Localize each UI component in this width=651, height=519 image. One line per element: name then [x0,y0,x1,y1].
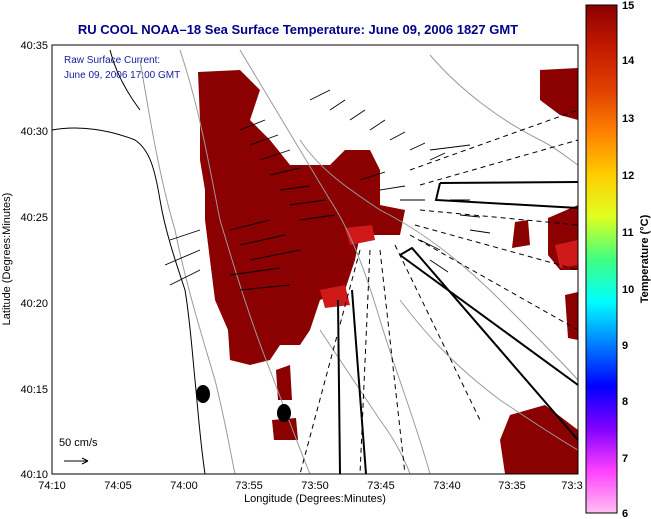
station-marker-1 [196,385,210,403]
scale-arrowhead-icon [81,457,89,465]
legend-current-title: Raw Surface Current: [64,55,160,66]
x-axis-label: Longitude (Degrees:Minutes) [244,493,386,505]
region-boundaries [337,181,579,475]
legend-current-time: June 09, 2006 17:00 GMT [64,70,180,81]
x-tick-label: 74:10 [38,480,66,492]
x-tick-label: 73:40 [433,480,461,492]
colorbar-tick-label: 11 [622,227,634,239]
colorbar-tick-label: 13 [622,113,634,125]
colorbar [585,4,618,514]
scale-label: 50 cm/s [59,437,98,449]
map-panel: Raw Surface Current: June 09, 2006 17:00… [51,44,579,475]
y-axis-ticks: 40:35 40:30 40:25 40:20 40:15 40:10 [20,40,48,481]
coastline [51,49,471,475]
colorbar-tick-label: 8 [622,396,628,408]
sst-warm-water [198,68,578,474]
y-tick-label: 40:25 [20,212,48,224]
y-tick-label: 40:15 [20,384,48,396]
surface-current-vectors [164,89,491,291]
colorbar-tick-label: 10 [622,284,634,296]
sst-warm-edge [320,225,578,308]
radar-range-lines [299,109,579,475]
colorbar-ticks: 15 14 13 12 11 10 9 8 7 6 [622,0,635,519]
station-marker-2 [277,404,291,422]
x-tick-label: 73:3 [561,480,582,492]
x-tick-label: 73:50 [301,480,329,492]
x-axis-ticks: 74:10 74:05 74:00 73:55 73:50 73:45 73:4… [38,480,582,492]
x-tick-label: 74:05 [104,480,132,492]
colorbar-tick-label: 7 [622,453,628,465]
y-tick-label: 40:35 [20,40,48,52]
map-title: RU COOL NOAA–18 Sea Surface Temperature:… [77,22,519,37]
x-tick-label: 73:35 [498,480,526,492]
colorbar-tick-label: 15 [622,0,634,12]
map-frame [51,44,579,475]
colorbar-tick-label: 14 [622,55,635,67]
y-tick-label: 40:20 [20,298,48,310]
colorbar-tick-label: 12 [622,170,634,182]
x-tick-label: 74:00 [170,480,198,492]
y-axis-label: Latitude (Degrees:Minutes) [1,193,13,326]
x-tick-label: 73:45 [367,480,395,492]
colorbar-label: Temperature (°C) [639,214,651,303]
colorbar-tick-label: 6 [622,508,628,519]
y-tick-label: 40:30 [20,126,48,138]
x-tick-label: 73:55 [235,480,263,492]
y-tick-label: 40:10 [20,469,48,481]
colorbar-tick-label: 9 [622,340,628,352]
